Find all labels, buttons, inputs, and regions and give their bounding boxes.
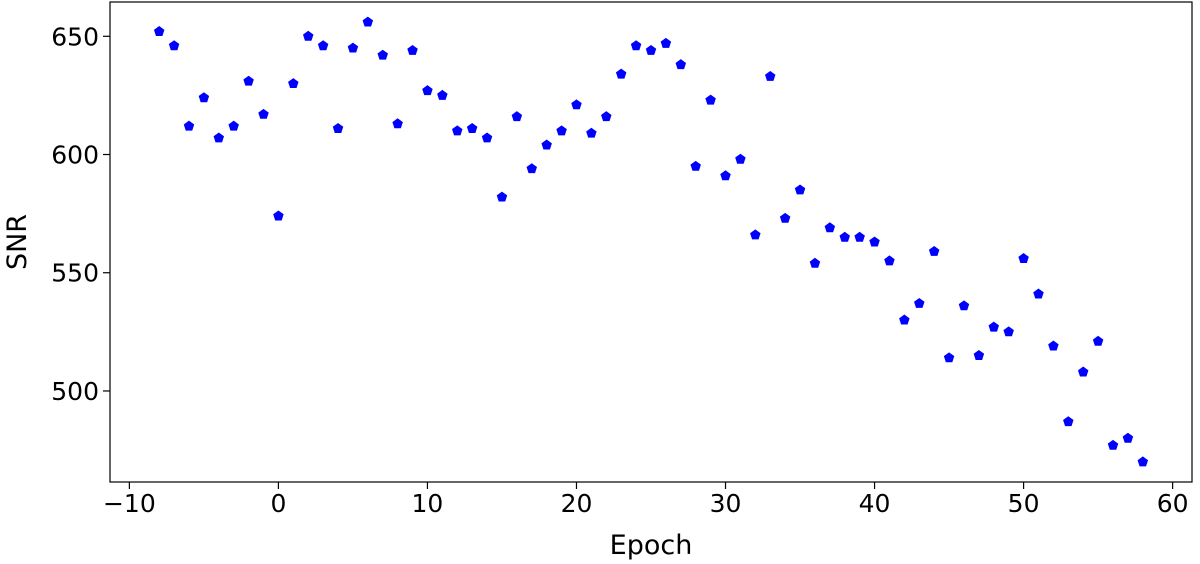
point [392,118,403,129]
point [332,123,344,133]
point [854,231,865,242]
point [213,132,225,143]
point [779,212,791,223]
point [943,352,955,363]
point [481,132,493,143]
plot-frame [109,1,1193,483]
point [183,120,195,131]
point [1018,253,1029,263]
point [243,75,254,86]
point [720,170,731,181]
point [660,37,672,48]
point [794,184,806,195]
point [1063,416,1074,427]
point [496,191,508,202]
point [705,94,716,105]
x-axis-label: Epoch [610,530,693,561]
point [824,222,836,233]
point [958,300,970,311]
point [541,139,552,150]
point [839,231,850,242]
point [988,321,1000,332]
point [1122,432,1134,443]
y-tick-label: 500 [51,377,99,406]
point [750,229,761,240]
point [556,125,567,136]
point [1137,456,1149,467]
point [437,89,448,100]
point [377,49,388,60]
point [1092,335,1104,346]
point [601,111,612,122]
x-tick-label: 50 [1008,489,1040,518]
point [302,30,314,41]
point [407,44,418,55]
point [452,125,463,136]
point [869,236,880,247]
point [586,127,597,138]
point [884,255,895,266]
point [153,26,165,37]
point [765,70,776,81]
point [362,16,374,27]
point [1077,366,1089,377]
point [511,111,523,122]
y-tick-label: 600 [51,141,99,170]
point [928,245,940,256]
x-tick-label: 10 [412,489,444,518]
x-tick-label: 60 [1157,489,1189,518]
x-tick-label: 40 [859,489,891,518]
point [973,350,985,360]
point [422,85,433,96]
x-tick-label: 0 [270,489,286,518]
point [526,163,537,174]
point [630,40,642,51]
point [466,123,478,133]
x-tick-label: 30 [710,489,742,518]
x-tick-label: 20 [561,489,593,518]
point [317,40,329,51]
point [258,108,269,119]
point [675,59,687,70]
point [168,40,180,51]
y-axis-label: SNR [2,214,33,270]
y-tick-label: 650 [51,22,99,51]
point [1107,439,1119,450]
x-tick-label: −10 [103,489,156,518]
point [288,78,299,89]
point [690,160,701,171]
point [1003,326,1014,337]
point [809,257,821,268]
point [735,153,746,164]
point [1033,288,1044,299]
point [1048,340,1059,351]
point [228,120,239,131]
point [645,44,657,55]
point [347,42,359,53]
point [899,314,910,325]
point [273,210,284,221]
point [914,297,925,308]
point [615,68,627,79]
y-tick-label: 550 [51,259,99,288]
point [571,99,582,110]
point [198,92,210,103]
